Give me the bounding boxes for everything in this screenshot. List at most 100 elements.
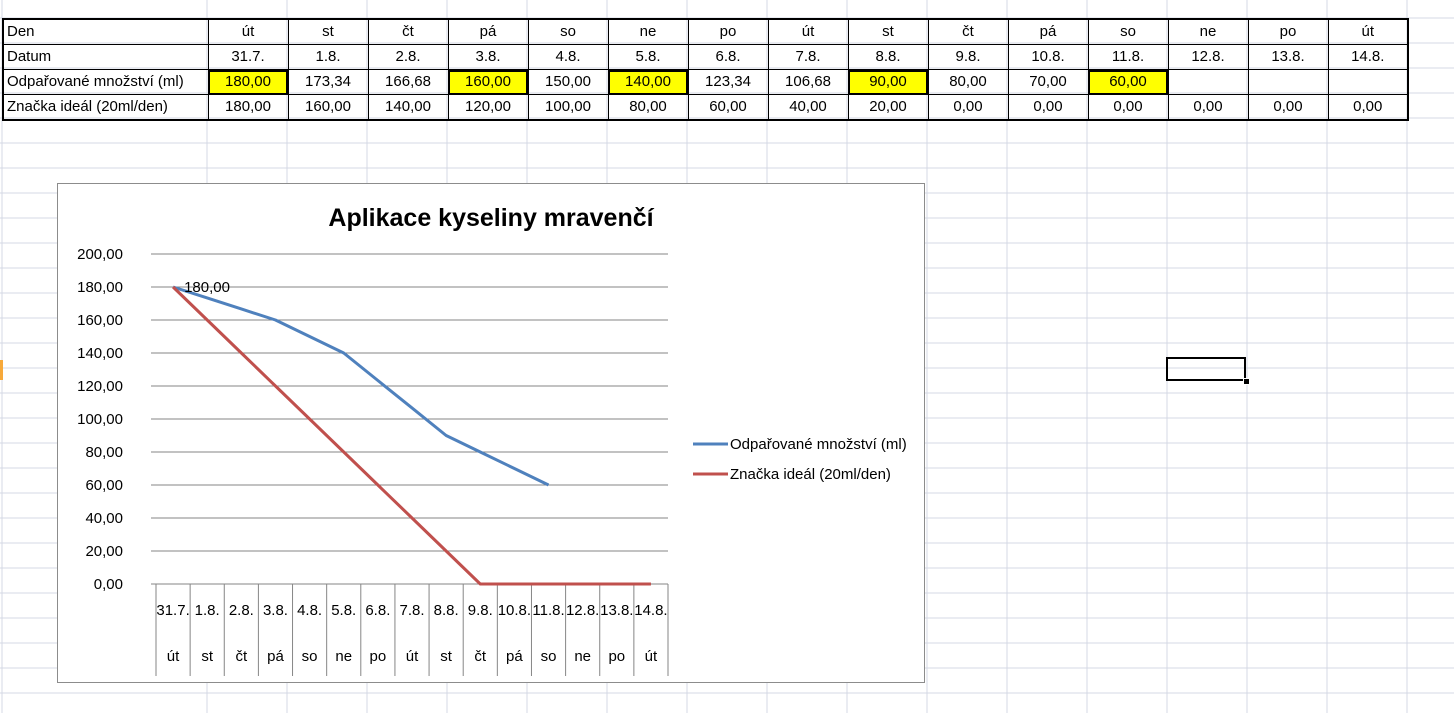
x-tick-label-date: 7.8. bbox=[399, 602, 424, 619]
table-cell[interactable]: 100,00 bbox=[527, 94, 608, 120]
y-tick-label: 100,00 bbox=[77, 411, 123, 428]
table-cell[interactable]: 13.8. bbox=[1247, 44, 1328, 70]
table-cell[interactable]: 60,00 bbox=[687, 94, 768, 120]
table-cell[interactable]: 150,00 bbox=[527, 69, 608, 95]
table-cell[interactable]: čt bbox=[367, 18, 448, 45]
x-tick-label-day: čt bbox=[235, 648, 248, 665]
x-tick-label-day: so bbox=[302, 648, 318, 665]
y-tick-label: 80,00 bbox=[85, 444, 123, 461]
chart-canvas: Aplikace kyseliny mravenčí 0,00 20,00 40,0… bbox=[77, 204, 907, 676]
table-cell[interactable]: 106,68 bbox=[767, 69, 848, 95]
table-cell[interactable]: 160,00 bbox=[447, 69, 528, 95]
table-cell[interactable]: 0,00 bbox=[1087, 94, 1168, 120]
table-cell[interactable]: 120,00 bbox=[447, 94, 528, 120]
x-tick-label-date: 2.8. bbox=[229, 602, 254, 619]
table-cell[interactable]: 166,68 bbox=[367, 69, 448, 95]
table-cell[interactable]: 10.8. bbox=[1007, 44, 1088, 70]
table-cell[interactable]: 8.8. bbox=[847, 44, 928, 70]
y-tick-label: 140,00 bbox=[77, 345, 123, 362]
table-cell[interactable]: 31.7. bbox=[207, 44, 288, 70]
y-tick-label: 40,00 bbox=[85, 510, 123, 527]
x-tick-label-date: 12.8. bbox=[566, 602, 599, 619]
table-cell[interactable]: 11.8. bbox=[1087, 44, 1168, 70]
x-tick-label-date: 6.8. bbox=[365, 602, 390, 619]
table-cell[interactable]: so bbox=[1087, 18, 1168, 45]
table-cell[interactable] bbox=[1247, 69, 1328, 95]
table-cell[interactable]: 9.8. bbox=[927, 44, 1008, 70]
table-cell[interactable] bbox=[1167, 69, 1248, 95]
x-tick-label-date: 13.8. bbox=[600, 602, 633, 619]
table-cell[interactable]: 14.8. bbox=[1327, 44, 1408, 70]
table-cell[interactable]: 140,00 bbox=[607, 69, 688, 95]
table-cell[interactable]: 4.8. bbox=[527, 44, 608, 70]
table-cell[interactable]: 0,00 bbox=[927, 94, 1008, 120]
x-tick-label-day: st bbox=[440, 648, 453, 665]
legend-entry[interactable]: Značka ideál (20ml/den) bbox=[730, 466, 891, 483]
table-cell[interactable]: 5.8. bbox=[607, 44, 688, 70]
table-cell[interactable] bbox=[1327, 69, 1408, 95]
table-cell[interactable]: 70,00 bbox=[1007, 69, 1088, 95]
table-cell[interactable]: po bbox=[1247, 18, 1328, 45]
table-cell[interactable]: út bbox=[767, 18, 848, 45]
table-cell[interactable]: 0,00 bbox=[1327, 94, 1408, 120]
table-cell[interactable]: 1.8. bbox=[287, 44, 368, 70]
table-cell[interactable]: 173,34 bbox=[287, 69, 368, 95]
table-cell[interactable]: 0,00 bbox=[1167, 94, 1248, 120]
table-cell[interactable]: so bbox=[527, 18, 608, 45]
table-cell[interactable]: 180,00 bbox=[207, 94, 288, 120]
x-tick-label-day: út bbox=[167, 648, 180, 665]
table-cell[interactable]: 180,00 bbox=[207, 69, 288, 95]
row-label[interactable]: Datum bbox=[2, 44, 208, 70]
row-label[interactable]: Odpařované množství (ml) bbox=[2, 69, 208, 95]
x-tick-label-date: 10.8. bbox=[498, 602, 531, 619]
table-cell[interactable]: 0,00 bbox=[1007, 94, 1088, 120]
table-cell[interactable]: út bbox=[207, 18, 288, 45]
legend-entry[interactable]: Odpařované množství (ml) bbox=[730, 436, 907, 453]
x-tick-label-day: út bbox=[645, 648, 658, 665]
table-cell[interactable]: 20,00 bbox=[847, 94, 928, 120]
table-cell[interactable]: po bbox=[687, 18, 768, 45]
table-cell[interactable]: 12.8. bbox=[1167, 44, 1248, 70]
table-cell[interactable]: ne bbox=[607, 18, 688, 45]
selected-cell[interactable] bbox=[1166, 357, 1246, 381]
y-tick-label: 60,00 bbox=[85, 477, 123, 494]
table-cell[interactable]: pá bbox=[447, 18, 528, 45]
table-cell[interactable]: 160,00 bbox=[287, 94, 368, 120]
x-tick-label-day: po bbox=[370, 648, 387, 665]
table-cell[interactable]: 80,00 bbox=[607, 94, 688, 120]
x-tick-label-day: čt bbox=[474, 648, 487, 665]
row-label[interactable]: Značka ideál (20ml/den) bbox=[2, 94, 208, 120]
row-label[interactable]: Den bbox=[2, 18, 208, 45]
table-row: Odpařované množství (ml) 180,00 173,34 166,… bbox=[2, 69, 1408, 95]
x-tick-label-date: 5.8. bbox=[331, 602, 356, 619]
table-cell[interactable]: 80,00 bbox=[927, 69, 1008, 95]
table-cell[interactable]: čt bbox=[927, 18, 1008, 45]
series-line-2[interactable] bbox=[172, 285, 651, 586]
y-tick-label: 180,00 bbox=[77, 279, 123, 296]
table-cell[interactable]: út bbox=[1327, 18, 1408, 45]
table-cell[interactable]: 6.8. bbox=[687, 44, 768, 70]
table-cell[interactable]: 2.8. bbox=[367, 44, 448, 70]
chart[interactable]: Aplikace kyseliny mravenčí 0,00 20,00 40,0… bbox=[57, 183, 925, 683]
table-cell[interactable]: 40,00 bbox=[767, 94, 848, 120]
table-cell[interactable]: 3.8. bbox=[447, 44, 528, 70]
x-tick-label-day: st bbox=[201, 648, 214, 665]
x-tick-label-day: pá bbox=[506, 648, 523, 665]
table-cell[interactable]: pá bbox=[1007, 18, 1088, 45]
fill-handle[interactable] bbox=[1243, 378, 1250, 385]
chart-title: Aplikace kyseliny mravenčí bbox=[328, 204, 654, 232]
table-cell[interactable]: 123,34 bbox=[687, 69, 768, 95]
row-header-marker bbox=[0, 360, 3, 380]
table-cell[interactable]: st bbox=[847, 18, 928, 45]
y-tick-label: 200,00 bbox=[77, 246, 123, 263]
table-cell[interactable]: st bbox=[287, 18, 368, 45]
table-cell[interactable]: 140,00 bbox=[367, 94, 448, 120]
table-cell[interactable]: 7.8. bbox=[767, 44, 848, 70]
x-tick-label-date: 4.8. bbox=[297, 602, 322, 619]
table-cell[interactable]: ne bbox=[1167, 18, 1248, 45]
x-tick-label-date: 8.8. bbox=[434, 602, 459, 619]
series-line-1[interactable] bbox=[172, 285, 550, 487]
table-cell[interactable]: 60,00 bbox=[1087, 69, 1168, 95]
table-cell[interactable]: 90,00 bbox=[847, 69, 928, 95]
table-cell[interactable]: 0,00 bbox=[1247, 94, 1328, 120]
